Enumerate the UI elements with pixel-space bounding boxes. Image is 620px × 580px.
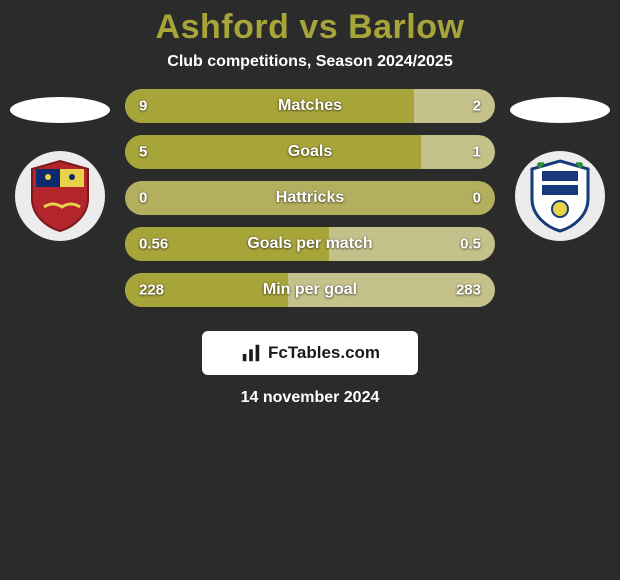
stat-bar: 0 Hattricks 0 xyxy=(125,181,495,215)
stat-value-left: 228 xyxy=(139,282,164,299)
stat-value-left: 0 xyxy=(139,190,147,207)
stat-value-right: 0.5 xyxy=(460,236,481,253)
stat-label: Min per goal xyxy=(263,281,357,299)
stats-column: 9 Matches 2 5 Goals 1 0 Hattricks 0 0.56 Goals per… xyxy=(110,89,510,319)
date-label: 14 november 2024 xyxy=(241,389,380,407)
shield-icon xyxy=(528,159,592,233)
stat-fill-left xyxy=(125,89,414,123)
footer: FcTables.com 14 november 2024 xyxy=(0,331,620,407)
stat-bar: 228 Min per goal 283 xyxy=(125,273,495,307)
source-logo-text: FcTables.com xyxy=(268,343,380,363)
player1-crest xyxy=(15,151,105,241)
subtitle: Club competitions, Season 2024/2025 xyxy=(0,53,620,71)
main-row: 9 Matches 2 5 Goals 1 0 Hattricks 0 0.56 Goals per… xyxy=(0,89,620,319)
shield-icon xyxy=(28,159,92,233)
right-side xyxy=(510,89,610,241)
stat-label: Goals per match xyxy=(247,235,372,253)
stat-value-right: 2 xyxy=(473,98,481,115)
stat-label: Hattricks xyxy=(276,189,344,207)
source-logo: FcTables.com xyxy=(202,331,418,375)
stat-value-right: 283 xyxy=(456,282,481,299)
stat-value-left: 9 xyxy=(139,98,147,115)
stat-label: Goals xyxy=(288,143,332,161)
player1-name-pill xyxy=(10,97,110,123)
title-player1: Ashford xyxy=(156,8,290,46)
stat-value-left: 0.56 xyxy=(139,236,168,253)
stat-bar: 9 Matches 2 xyxy=(125,89,495,123)
stat-value-right: 0 xyxy=(473,190,481,207)
stat-bar: 5 Goals 1 xyxy=(125,135,495,169)
left-side xyxy=(10,89,110,241)
title-vs: vs xyxy=(299,8,338,46)
stat-bar: 0.56 Goals per match 0.5 xyxy=(125,227,495,261)
stat-value-right: 1 xyxy=(473,144,481,161)
comparison-widget: Ashford vs Barlow Club competitions, Sea… xyxy=(0,0,620,407)
player2-crest xyxy=(515,151,605,241)
title-player2: Barlow xyxy=(348,8,464,46)
stat-value-left: 5 xyxy=(139,144,147,161)
stat-label: Matches xyxy=(278,97,342,115)
bar-chart-icon xyxy=(240,342,262,364)
stat-fill-left xyxy=(125,135,421,169)
page-title: Ashford vs Barlow xyxy=(0,8,620,47)
player2-name-pill xyxy=(510,97,610,123)
